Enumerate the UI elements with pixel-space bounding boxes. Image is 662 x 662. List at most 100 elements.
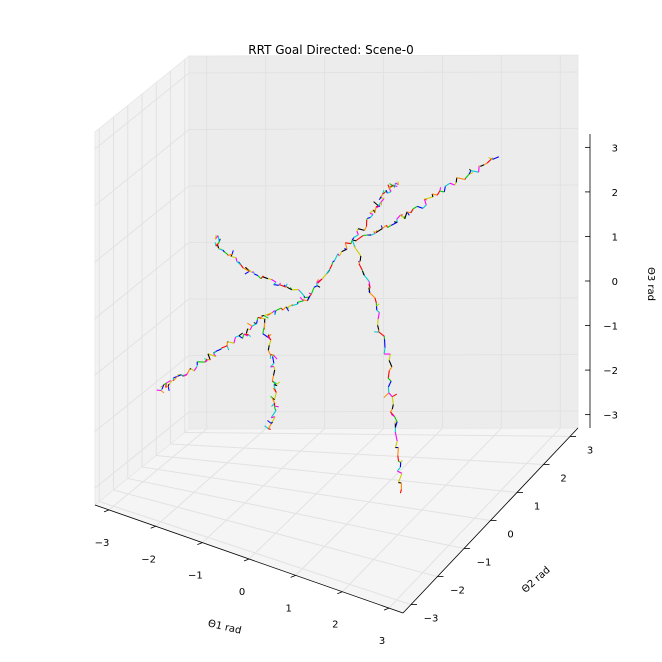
branch-segment (406, 211, 412, 214)
branch-segment (483, 162, 488, 166)
grid-line (188, 241, 579, 243)
grid-line (141, 466, 491, 521)
branch-segment (215, 243, 219, 247)
branch-segment (383, 347, 386, 355)
x-tick (290, 574, 296, 578)
branch-segment (352, 239, 357, 242)
y-tick-label: −3 (424, 614, 439, 625)
branch-segment (332, 260, 335, 263)
branch-segment (353, 245, 362, 257)
branch-segment (222, 249, 225, 253)
branch-spur (488, 156, 493, 160)
branch-segment (356, 228, 359, 232)
branch-segment (298, 290, 305, 297)
grid-line (188, 71, 579, 74)
branch-segment (382, 224, 387, 229)
branch-segment (370, 232, 376, 236)
axis-panes (94, 54, 579, 614)
branch-spur (247, 322, 253, 327)
z-tick-label: −1 (603, 322, 618, 333)
grid-line (94, 72, 190, 150)
branch-segment (271, 310, 276, 314)
branch-segment (253, 273, 259, 277)
branch-spur (248, 334, 252, 337)
y-axis-label: Θ2 rad (520, 565, 553, 596)
branch-segment (357, 228, 365, 231)
branch-segment (344, 242, 348, 250)
branch-segment (310, 287, 315, 295)
branch-segment (363, 234, 368, 237)
branch-spur (279, 282, 281, 285)
branch-segment (256, 317, 259, 321)
branch-segment (271, 397, 276, 404)
branch-segment (214, 234, 217, 240)
tree-branch (351, 239, 403, 494)
branch-segment (168, 379, 174, 385)
branch-segment (267, 350, 271, 355)
z-tick-label: 0 (612, 277, 618, 288)
z-tick-label: −3 (603, 411, 618, 422)
branch-segment (298, 289, 300, 291)
branch-segment (233, 337, 236, 344)
grid-line (388, 427, 561, 609)
branch-segment (468, 170, 472, 175)
branch-segment (422, 204, 427, 209)
grid-lines (94, 55, 579, 609)
branch-spur (392, 393, 398, 398)
branch-segment (272, 356, 275, 364)
branch-spur (306, 295, 311, 302)
branch-segment (410, 208, 414, 214)
branch-spur (267, 420, 272, 424)
branch-segment (228, 341, 235, 344)
branch-segment (388, 392, 393, 398)
branch-segment (454, 182, 457, 186)
z-tick-label: 1 (612, 232, 618, 243)
branch-segment (353, 234, 359, 238)
branch-segment (358, 260, 361, 265)
branch-segment (238, 335, 243, 339)
branch-segment (388, 360, 393, 368)
branch-segment (207, 353, 211, 361)
grid-line (94, 129, 190, 206)
branch-segment (280, 307, 284, 311)
branch-segment (224, 251, 228, 255)
branch-spur (469, 168, 472, 172)
branch-spur (243, 333, 248, 337)
branch-segment (313, 285, 318, 288)
branch-segment (373, 230, 377, 234)
y-tick-label: 3 (587, 445, 593, 456)
branch-segment (163, 382, 167, 386)
branch-segment (417, 205, 423, 209)
branch-spur (173, 375, 178, 382)
branch-segment (235, 335, 240, 338)
branch-spur (274, 388, 277, 393)
branch-segment (387, 380, 392, 388)
branch-segment (358, 263, 363, 271)
branch-segment (478, 165, 481, 167)
branch-spur (166, 380, 171, 384)
branch-segment (245, 328, 249, 334)
branch-segment (230, 255, 237, 259)
branch-segment (363, 274, 370, 282)
branch-segment (492, 156, 500, 160)
branch-spur (317, 278, 323, 284)
branch-segment (387, 377, 392, 382)
branch-segment (213, 351, 217, 355)
z-tick-label: 3 (612, 143, 618, 154)
branch-segment (396, 219, 398, 223)
branch-segment (399, 214, 406, 220)
branch-segment (394, 431, 398, 442)
branch-segment (397, 447, 399, 456)
branch-segment (273, 405, 276, 411)
branch-segment (267, 423, 272, 430)
x-tick-label: −1 (188, 571, 203, 582)
branch-segment (443, 186, 446, 192)
branch-segment (297, 300, 304, 303)
y-tick-label: −1 (477, 558, 492, 569)
branch-segment (262, 276, 269, 280)
branch-segment (255, 320, 258, 324)
branch-spur (376, 303, 380, 307)
tree-branch (156, 295, 311, 394)
branch-segment (217, 235, 220, 242)
branch-spur (373, 201, 379, 207)
